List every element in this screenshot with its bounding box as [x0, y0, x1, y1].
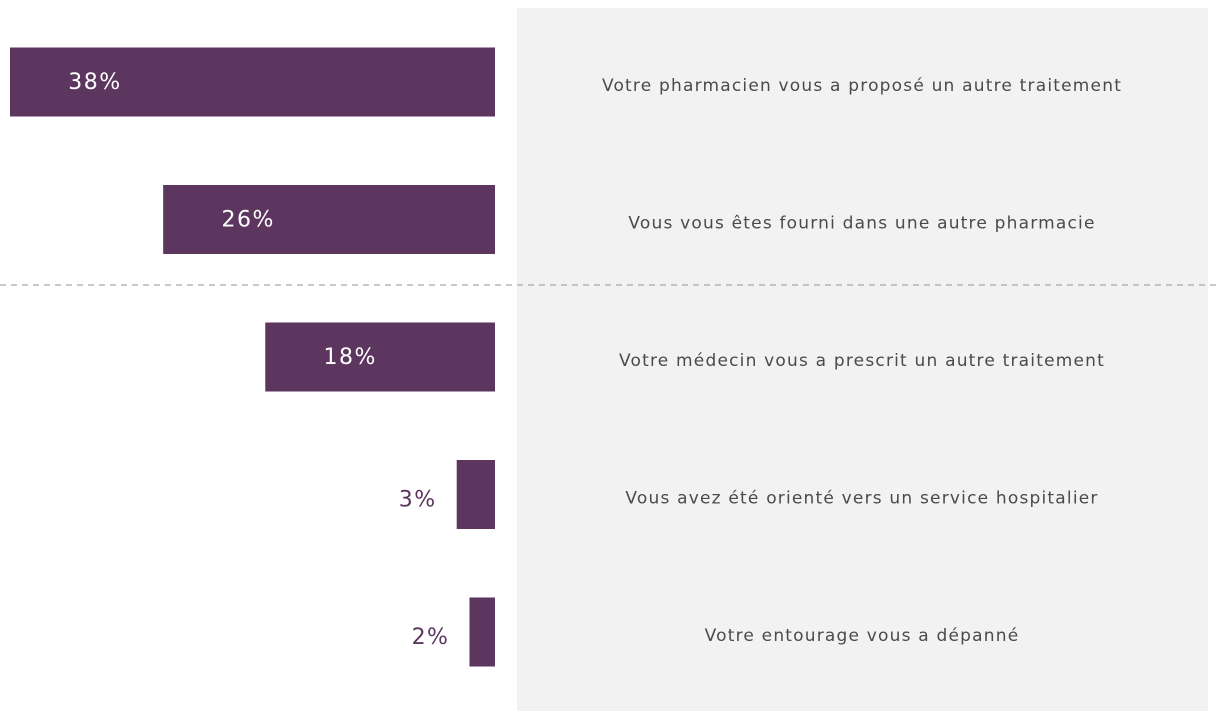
value-label: 26% — [221, 208, 274, 233]
category-label: Vous avez été orienté vers un service ho… — [625, 489, 1098, 509]
category-label: Vous vous êtes fourni dans une autre pha… — [628, 214, 1095, 234]
category-label: Votre médecin vous a prescrit un autre t… — [619, 351, 1105, 371]
bar — [456, 460, 495, 529]
value-label: 3% — [399, 488, 437, 513]
category-label: Votre pharmacien vous a proposé un autre… — [602, 76, 1122, 96]
bar — [163, 185, 495, 254]
category-label: Votre entourage vous a dépanné — [705, 626, 1020, 646]
bar — [265, 322, 495, 392]
label-panel — [517, 8, 1208, 711]
value-label: 2% — [412, 625, 450, 650]
bar — [10, 47, 495, 117]
bar — [469, 597, 495, 667]
value-label: 38% — [68, 70, 121, 95]
value-label: 18% — [324, 345, 377, 370]
